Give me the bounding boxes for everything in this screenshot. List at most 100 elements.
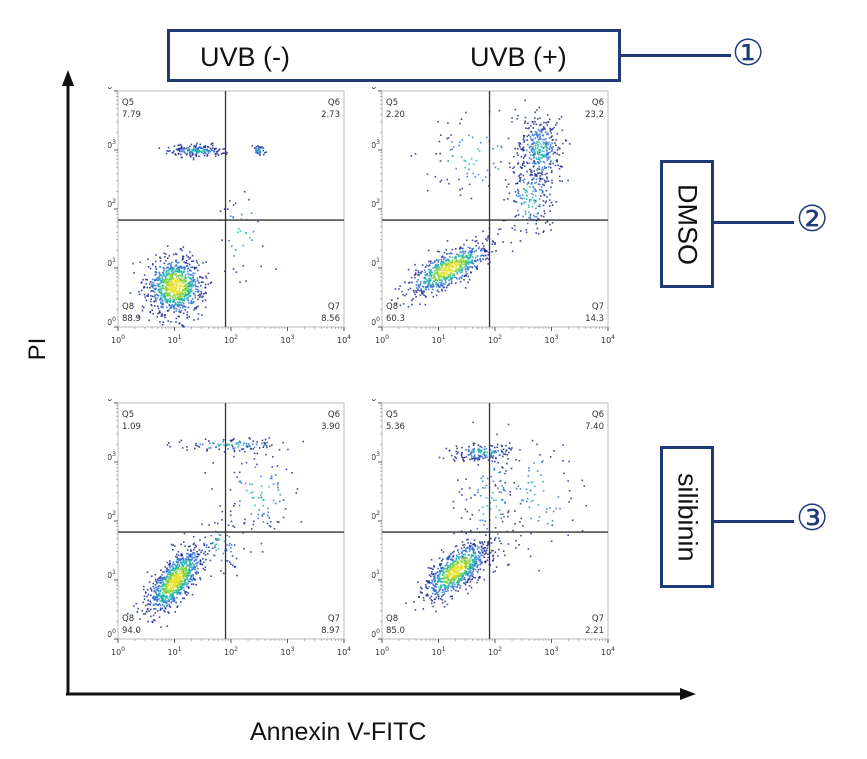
event-dot xyxy=(168,299,170,301)
event-dot xyxy=(436,279,439,282)
event-dot xyxy=(430,595,433,598)
event-dot xyxy=(204,148,206,151)
event-dot xyxy=(162,592,164,594)
event-dot xyxy=(249,448,252,450)
event-dot xyxy=(507,515,509,518)
event-dot xyxy=(469,569,472,571)
event-dot xyxy=(534,173,536,175)
event-dot xyxy=(455,589,457,592)
event-dot xyxy=(458,578,460,580)
event-dot xyxy=(176,585,179,587)
event-dot xyxy=(137,315,140,318)
event-dot xyxy=(486,451,488,454)
event-dot xyxy=(448,449,451,452)
event-dot xyxy=(163,583,166,586)
event-dot xyxy=(166,287,168,290)
event-dot xyxy=(153,599,155,601)
event-dot xyxy=(160,585,163,588)
event-dot xyxy=(541,173,544,176)
event-dot xyxy=(434,598,436,600)
event-dot xyxy=(185,573,187,575)
event-dot xyxy=(498,109,501,112)
event-dot xyxy=(182,290,184,292)
event-dot xyxy=(195,155,198,157)
event-dot xyxy=(443,567,446,569)
event-dot xyxy=(464,561,467,563)
event-dot xyxy=(199,577,201,579)
event-dot xyxy=(176,596,178,599)
event-dot xyxy=(176,593,178,595)
event-dot xyxy=(275,502,277,505)
event-dot xyxy=(469,558,471,561)
event-dot xyxy=(429,284,431,286)
event-dot xyxy=(475,240,478,242)
event-dot xyxy=(529,145,531,148)
event-dot xyxy=(471,575,474,577)
event-dot xyxy=(422,286,425,288)
event-dot xyxy=(537,218,540,220)
event-dot xyxy=(477,489,479,491)
event-dot xyxy=(176,582,178,585)
event-dot xyxy=(182,312,185,315)
event-dot xyxy=(184,273,187,276)
event-dot xyxy=(543,210,545,212)
event-dot xyxy=(459,122,461,125)
event-dot xyxy=(453,564,455,567)
event-dot xyxy=(226,151,228,154)
event-dot xyxy=(222,439,225,441)
event-dot xyxy=(423,277,426,279)
event-dot xyxy=(477,457,480,460)
event-dot xyxy=(443,278,445,280)
event-dot xyxy=(513,224,516,227)
event-dot xyxy=(483,454,486,457)
event-dot xyxy=(188,285,191,288)
event-dot xyxy=(191,254,194,257)
event-dot xyxy=(237,228,240,230)
event-dot xyxy=(532,138,534,141)
event-dot xyxy=(272,483,275,485)
event-dot xyxy=(461,579,463,581)
event-dot xyxy=(514,228,516,231)
event-dot xyxy=(525,194,528,197)
event-dot xyxy=(555,139,557,141)
event-dot xyxy=(158,603,161,605)
event-dot xyxy=(235,271,238,273)
event-dot xyxy=(163,284,165,287)
event-dot xyxy=(189,572,191,574)
event-dot xyxy=(206,146,209,148)
event-dot xyxy=(482,247,484,250)
event-dot xyxy=(531,151,534,153)
event-dot xyxy=(180,558,182,560)
event-dot xyxy=(531,174,534,176)
event-dot xyxy=(452,507,455,509)
event-dot xyxy=(554,151,557,154)
event-dot xyxy=(181,274,184,276)
event-dots xyxy=(405,421,588,613)
event-dot xyxy=(470,158,473,160)
event-dot xyxy=(230,520,233,523)
event-dot xyxy=(461,446,463,449)
event-dot xyxy=(474,545,476,548)
event-dot xyxy=(171,284,174,286)
event-dot xyxy=(188,291,191,293)
event-dot xyxy=(481,487,484,489)
event-dot xyxy=(158,147,161,149)
event-dot xyxy=(505,450,507,453)
event-dot xyxy=(190,564,193,567)
event-dot xyxy=(459,251,462,253)
event-dot xyxy=(445,277,448,280)
event-dot xyxy=(453,550,455,553)
event-dot xyxy=(491,549,493,552)
event-dot xyxy=(540,215,543,217)
event-dot xyxy=(530,148,533,151)
event-dot xyxy=(430,286,432,288)
event-dot xyxy=(244,450,246,453)
event-dot xyxy=(157,598,159,601)
event-dot xyxy=(152,263,154,266)
event-dot xyxy=(191,260,193,262)
event-dot xyxy=(150,590,153,592)
event-dot xyxy=(180,282,183,284)
event-dot xyxy=(476,581,478,584)
event-dot xyxy=(439,152,442,155)
event-dot xyxy=(537,134,540,136)
